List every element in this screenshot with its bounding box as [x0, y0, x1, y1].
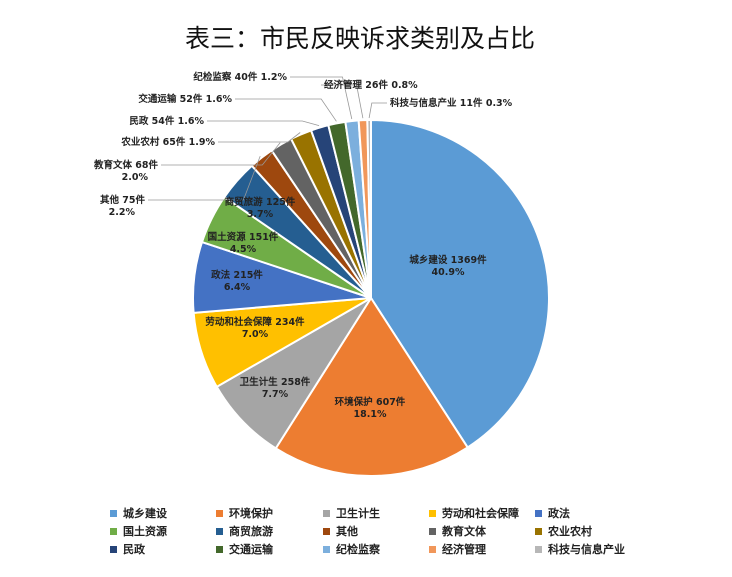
leader-lines	[148, 76, 387, 201]
legend-swatch	[323, 527, 330, 535]
data-label: 劳动和社会保障 234件	[205, 316, 305, 328]
data-label: 商贸旅游 125件	[225, 196, 296, 208]
legend-item: 教育文体	[429, 524, 535, 538]
data-label: 政法 215件	[211, 269, 263, 281]
data-label-percent: 40.9%	[432, 267, 465, 278]
leader-line	[218, 132, 301, 143]
legend-swatch	[110, 545, 117, 553]
legend-item: 国土资源	[110, 524, 216, 538]
chart-title: 表三：市民反映诉求类别及占比	[185, 24, 535, 53]
legend-label: 政法	[548, 507, 570, 520]
legend-label: 环境保护	[229, 507, 273, 520]
data-label: 民政 54件 1.6%	[129, 115, 204, 127]
legend-label: 交通运输	[229, 543, 273, 556]
legend-label: 商贸旅游	[229, 525, 273, 538]
legend-swatch	[216, 545, 223, 553]
legend-swatch	[535, 509, 542, 517]
legend-swatch	[429, 527, 436, 535]
legend-swatch	[323, 509, 330, 517]
data-label: 经济管理 26件 0.8%	[324, 79, 418, 91]
leader-line	[235, 98, 337, 122]
legend-item: 民政	[110, 542, 216, 556]
legend-swatch	[535, 545, 542, 553]
data-label-percent: 2.2%	[109, 207, 136, 218]
legend-item: 劳动和社会保障	[429, 506, 535, 520]
data-label: 其他 75件	[100, 194, 146, 206]
pie-slices	[192, 118, 550, 477]
legend-swatch	[216, 509, 223, 517]
data-label: 纪检监察 40件 1.2%	[193, 71, 287, 83]
legend-item: 其他	[323, 524, 429, 538]
legend-item: 卫生计生	[323, 506, 429, 520]
data-label-percent: 6.4%	[224, 282, 251, 293]
legend-swatch	[429, 509, 436, 517]
data-label-percent: 4.5%	[230, 244, 257, 255]
data-label-percent: 7.7%	[262, 389, 289, 400]
legend-label: 民政	[123, 543, 145, 556]
legend-swatch	[110, 527, 117, 535]
legend-item: 政法	[535, 506, 630, 520]
leader-line	[368, 102, 387, 119]
legend-swatch	[429, 545, 436, 553]
legend-item: 交通运输	[216, 542, 323, 556]
legend-swatch	[535, 527, 542, 535]
legend-item: 城乡建设	[110, 506, 216, 520]
data-label: 科技与信息产业 11件 0.3%	[390, 97, 513, 109]
legend-item: 商贸旅游	[216, 524, 323, 538]
legend-label: 科技与信息产业	[548, 543, 625, 556]
legend-label: 城乡建设	[123, 507, 167, 520]
legend-swatch	[323, 545, 330, 553]
legend-label: 其他	[336, 525, 358, 538]
legend-item: 经济管理	[429, 542, 535, 556]
data-label-percent: 2.0%	[122, 172, 149, 183]
legend-label: 纪检监察	[336, 543, 380, 556]
legend-item: 农业农村	[535, 524, 630, 538]
legend-item: 科技与信息产业	[535, 542, 630, 556]
chart-legend: 城乡建设 环境保护 卫生计生 劳动和社会保障 政法国土资源 商贸旅游 其他 教育文体 农业农村民…	[110, 506, 630, 556]
data-label: 农业农村 65件 1.9%	[120, 136, 215, 148]
data-label-percent: 18.1%	[354, 409, 387, 420]
leader-line	[161, 142, 281, 166]
legend-label: 国土资源	[123, 525, 167, 538]
data-label: 城乡建设 1369件	[409, 254, 487, 266]
legend-label: 农业农村	[548, 525, 592, 538]
leader-line	[148, 155, 261, 201]
leader-line	[321, 84, 364, 119]
data-label: 国土资源 151件	[208, 231, 279, 243]
data-label: 环境保护 607件	[335, 396, 406, 408]
leader-line	[290, 76, 353, 120]
legend-label: 教育文体	[442, 525, 486, 538]
legend-swatch	[216, 527, 223, 535]
data-label-percent: 7.0%	[242, 329, 269, 340]
pie-slice	[366, 118, 372, 299]
legend-label: 劳动和社会保障	[442, 507, 519, 520]
legend-label: 卫生计生	[336, 507, 380, 520]
data-label-percent: 3.7%	[247, 209, 274, 220]
legend-label: 经济管理	[442, 543, 486, 556]
data-label: 卫生计生 258件	[240, 376, 311, 388]
data-label: 交通运输 52件 1.6%	[138, 93, 232, 105]
legend-item: 纪检监察	[323, 542, 429, 556]
legend-item: 环境保护	[216, 506, 323, 520]
pie-slice	[274, 296, 470, 477]
legend-swatch	[110, 509, 117, 517]
leader-line	[207, 120, 320, 126]
data-label: 教育文体 68件	[93, 159, 159, 171]
